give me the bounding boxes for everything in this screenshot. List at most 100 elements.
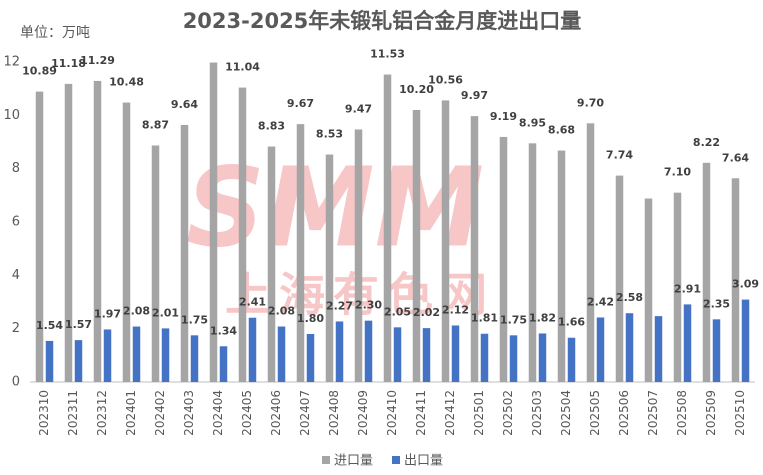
bar (741, 299, 750, 382)
bar (190, 335, 199, 382)
x-tick-label: 202504 (559, 390, 573, 436)
data-label: 8.87 (142, 118, 169, 131)
bar (238, 87, 247, 382)
x-tick-label: 202310 (37, 390, 51, 436)
data-label: 2.30 (355, 299, 382, 312)
bar (422, 328, 431, 382)
bar (393, 327, 402, 382)
bar (335, 321, 344, 382)
data-label: 9.97 (461, 89, 488, 102)
x-tick-label: 202501 (472, 390, 486, 436)
watermark-logo: SMM (186, 143, 484, 271)
data-label: 9.19 (490, 110, 517, 123)
bar (470, 116, 479, 382)
bar (499, 136, 508, 382)
data-label: 11.29 (80, 54, 115, 67)
bar (538, 333, 547, 382)
data-label: 1.54 (36, 319, 63, 332)
y-tick-label: 2 (12, 321, 20, 336)
data-label: 11.04 (225, 61, 260, 74)
x-tick-label: 202410 (385, 390, 399, 436)
y-tick-label: 8 (12, 161, 20, 176)
x-tick-label: 202509 (704, 390, 718, 436)
data-label: 1.66 (558, 316, 585, 329)
bar (383, 74, 392, 383)
x-tick-label: 202401 (124, 390, 138, 436)
bar (248, 317, 257, 382)
bar (557, 150, 566, 382)
unit-label: 单位：万吨 (20, 25, 90, 41)
legend-swatch (392, 456, 400, 464)
data-label: 9.64 (171, 98, 198, 111)
bar (654, 316, 663, 382)
data-label: 8.95 (519, 116, 546, 129)
y-tick-label: 6 (12, 215, 20, 230)
bar (151, 145, 160, 382)
data-label: 9.70 (577, 96, 604, 109)
bar (35, 91, 44, 382)
x-tick-label: 202407 (298, 390, 312, 436)
data-label: 2.12 (442, 303, 469, 316)
legend-label: 进口量 (334, 454, 373, 469)
data-label: 1.81 (471, 312, 498, 325)
x-tick-label: 202402 (153, 390, 167, 436)
data-label: 11.53 (370, 48, 405, 61)
x-tick-label: 202403 (182, 390, 196, 436)
data-label: 8.22 (693, 136, 720, 149)
data-label: 8.68 (548, 124, 575, 137)
chart-title: 2023-2025年未锻轧铝合金月度进出口量 (183, 9, 582, 33)
bar (277, 326, 286, 382)
legend-label: 出口量 (404, 454, 443, 469)
y-tick-label: 10 (3, 108, 20, 123)
bar (683, 304, 692, 382)
data-label: 2.05 (384, 305, 411, 318)
bar (712, 319, 721, 382)
bar (509, 335, 518, 382)
bar (74, 340, 83, 382)
x-tick-label: 202505 (588, 390, 602, 436)
data-label: 1.82 (529, 311, 556, 324)
bar (567, 337, 576, 382)
bar (306, 334, 315, 382)
bar (586, 123, 595, 382)
x-tick-label: 202408 (327, 390, 341, 436)
data-label: 2.08 (123, 305, 150, 318)
data-label: 1.75 (181, 313, 208, 326)
bar (64, 83, 73, 382)
bar (673, 192, 682, 382)
data-label: 10.48 (109, 76, 144, 89)
x-tick-label: 202510 (733, 390, 747, 436)
bar (45, 340, 54, 382)
data-label: 10.56 (428, 73, 463, 86)
x-tick-label: 202404 (211, 390, 225, 436)
bar (219, 346, 228, 382)
data-label: 10.89 (22, 65, 57, 78)
bar (364, 320, 373, 382)
bar (132, 326, 141, 382)
data-label: 7.10 (664, 166, 691, 179)
legend-swatch (322, 456, 330, 464)
x-tick-label: 202405 (240, 390, 254, 436)
data-label: 9.67 (287, 97, 314, 110)
bar (180, 124, 189, 382)
data-label: 1.97 (94, 307, 121, 320)
bar (354, 129, 363, 382)
x-tick-label: 202506 (617, 390, 631, 436)
bar (412, 110, 421, 382)
x-tick-label: 202312 (95, 390, 109, 436)
x-tick-label: 202502 (501, 390, 515, 436)
data-label: 2.02 (413, 306, 440, 319)
bar (615, 175, 624, 382)
x-tick-label: 202409 (356, 390, 370, 436)
data-label: 9.47 (345, 102, 372, 115)
data-label: 8.83 (258, 120, 285, 133)
data-label: 7.64 (722, 151, 749, 164)
data-label: 7.74 (606, 149, 633, 162)
data-label: 2.08 (268, 305, 295, 318)
data-label: 2.35 (703, 297, 730, 310)
x-tick-label: 202311 (66, 390, 80, 436)
data-label: 1.57 (65, 318, 92, 331)
bar (296, 124, 305, 382)
